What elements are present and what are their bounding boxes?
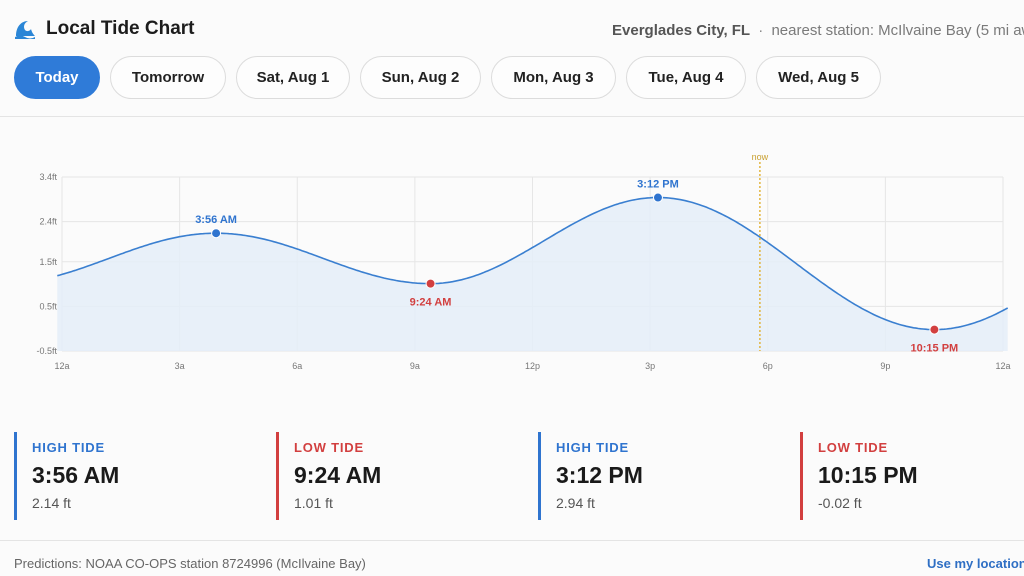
tide-chart: -0.5ft 0.5ft 1.5ft 2.4ft 3.4ft 12a 3a 6a 9a 12p 3p… [36, 152, 1010, 371]
tide-height: -0.02 ft [818, 495, 862, 511]
tide-height: 2.14 ft [32, 495, 71, 511]
y-tick-label: 2.4ft [39, 217, 57, 227]
tide-kind: HIGH TIDE [32, 440, 105, 455]
x-tick-label: 6a [292, 361, 302, 371]
tab-tue-aug-4[interactable]: Tue, Aug 4 [626, 56, 746, 99]
x-tick-label: 3p [645, 361, 655, 371]
use-my-location-link[interactable]: Use my location [927, 556, 1024, 571]
divider [0, 540, 1024, 541]
tide-time: 9:24 AM [294, 462, 382, 488]
high-tide-point [211, 228, 222, 239]
x-tick-label: 12p [525, 361, 540, 371]
tide-kind: LOW TIDE [294, 440, 364, 455]
low-tide-label: 9:24 AM [410, 297, 452, 309]
header: Local Tide Chart Everglades City, FL · n… [0, 0, 1024, 60]
card-accent-bar [276, 432, 279, 520]
x-tick-label: 6p [763, 361, 773, 371]
app-title: Local Tide Chart [46, 18, 195, 39]
tide-kind: LOW TIDE [818, 440, 888, 455]
tide-time: 10:15 PM [818, 462, 918, 488]
tide-card-1: HIGH TIDE 3:56 AM 2.14 ft [14, 432, 244, 520]
tide-height: 2.94 ft [556, 495, 595, 511]
tide-time: 3:12 PM [556, 462, 643, 488]
high-tide-point [652, 192, 663, 203]
x-tick-label: 12a [54, 361, 69, 371]
predictions-source: Predictions: NOAA CO-OPS station 8724996… [14, 556, 366, 571]
divider [0, 116, 1024, 117]
card-accent-bar [14, 432, 17, 520]
low-tide-label: 10:15 PM [911, 343, 959, 355]
tide-kind: HIGH TIDE [556, 440, 629, 455]
card-accent-bar [538, 432, 541, 520]
y-tick-label: 1.5ft [39, 257, 57, 267]
x-tick-label: 12a [995, 361, 1010, 371]
tab-today[interactable]: Today [14, 56, 100, 99]
tab-tomorrow[interactable]: Tomorrow [110, 56, 226, 99]
low-tide-point [929, 324, 940, 335]
tab-wed-aug-5[interactable]: Wed, Aug 5 [756, 56, 881, 99]
low-tide-point [425, 278, 436, 289]
x-tick-label: 9p [880, 361, 890, 371]
now-label: now [752, 152, 769, 162]
tab-sat-aug-1[interactable]: Sat, Aug 1 [236, 56, 350, 99]
location-info: Everglades City, FL · nearest station: M… [612, 22, 1024, 39]
tide-height: 1.01 ft [294, 495, 333, 511]
location-city: Everglades City, FL [612, 22, 751, 39]
y-tick-label: -0.5ft [36, 346, 57, 356]
y-tick-label: 0.5ft [39, 301, 57, 311]
x-tick-label: 3a [175, 361, 185, 371]
location-separator: · [758, 22, 764, 39]
tide-card-4: LOW TIDE 10:15 PM -0.02 ft [800, 432, 1024, 520]
y-tick-label: 3.4ft [39, 172, 57, 182]
high-tide-label: 3:56 AM [195, 214, 237, 226]
wave-icon [15, 21, 35, 39]
nearest-station: nearest station: McIlvaine Bay (5 mi awa… [771, 22, 1024, 39]
card-accent-bar [800, 432, 803, 520]
high-tide-label: 3:12 PM [637, 179, 679, 191]
tide-area [57, 197, 1008, 351]
tab-mon-aug-3[interactable]: Mon, Aug 3 [491, 56, 616, 99]
tab-sun-aug-2[interactable]: Sun, Aug 2 [360, 56, 481, 99]
tide-card-3: HIGH TIDE 3:12 PM 2.94 ft [538, 432, 768, 520]
x-tick-label: 9a [410, 361, 420, 371]
tide-time: 3:56 AM [32, 462, 120, 488]
tide-card-2: LOW TIDE 9:24 AM 1.01 ft [276, 432, 506, 520]
